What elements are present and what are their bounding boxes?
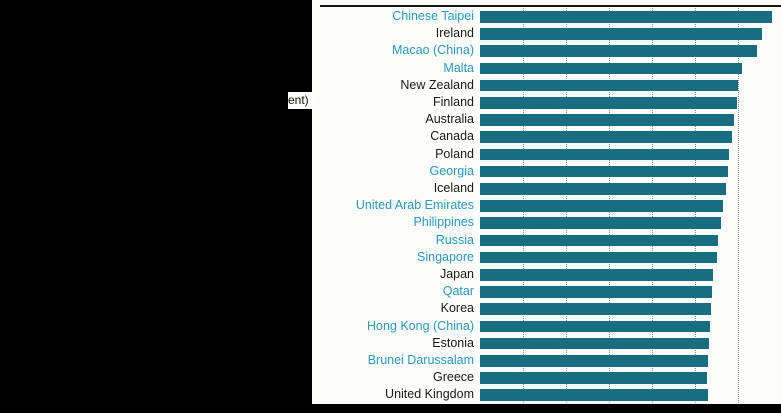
country-label: Brunei Darussalam — [367, 353, 474, 367]
axis-unit-text: ent) — [288, 93, 309, 107]
black-mask-bottom — [0, 404, 781, 413]
bar — [480, 165, 729, 178]
country-label: New Zealand — [400, 77, 474, 92]
bar — [480, 269, 714, 281]
bar — [480, 62, 743, 75]
country-label: United Kingdom — [385, 387, 474, 402]
country-label: Philippines — [413, 215, 474, 230]
country-label: Estonia — [432, 335, 474, 350]
chart-top-border — [320, 5, 781, 7]
country-label: Poland — [435, 146, 474, 161]
chart-row: Greece — [312, 369, 781, 386]
country-label: Qatar — [442, 284, 474, 299]
chart-row: Poland — [312, 146, 781, 163]
country-label: Hong Kong (China) — [366, 318, 474, 333]
bar — [480, 337, 710, 350]
country-label: Malta — [443, 60, 474, 75]
bar-chart: Chinese Taipei Ireland Macao (China) Malta N… — [312, 0, 781, 413]
bar — [480, 11, 773, 23]
bar — [480, 320, 711, 333]
country-label: Japan — [439, 267, 474, 281]
bar — [480, 97, 738, 109]
chart-row: Estonia — [312, 335, 781, 352]
bar — [480, 45, 758, 57]
bar — [480, 389, 708, 401]
chart-row: Hong Kong (China) — [312, 318, 781, 335]
chart-row: Qatar — [312, 283, 781, 300]
chart-row: Japan — [312, 266, 781, 283]
country-label: Georgia — [429, 163, 474, 178]
chart-row: Chinese Taipei — [312, 8, 781, 25]
country-label: United Arab Emirates — [355, 198, 474, 213]
country-label: Macao (China) — [392, 43, 474, 58]
bar — [480, 303, 712, 315]
bar — [480, 355, 709, 367]
bar — [480, 131, 732, 143]
chart-row: Canada — [312, 128, 781, 145]
country-label: Ireland — [435, 26, 474, 41]
bar — [480, 28, 762, 40]
bar — [480, 200, 723, 212]
bar — [480, 79, 738, 92]
country-label: Iceland — [433, 181, 474, 195]
bar — [480, 234, 719, 247]
chart-row: Brunei Darussalam — [312, 352, 781, 369]
bar — [480, 372, 708, 384]
country-label: Canada — [430, 129, 474, 144]
chart-row: New Zealand — [312, 77, 781, 94]
axis-unit-label-fragment: ent) — [288, 92, 316, 109]
country-label: Greece — [433, 370, 474, 385]
chart-row: Ireland — [312, 25, 781, 42]
chart-row: Macao (China) — [312, 42, 781, 59]
bar — [480, 286, 713, 298]
country-label: Russia — [435, 232, 474, 247]
country-label: Singapore — [417, 249, 474, 264]
bar — [480, 148, 730, 161]
chart-row: Malta — [312, 60, 781, 77]
chart-rows: Chinese Taipei Ireland Macao (China) Malta N… — [312, 8, 781, 413]
chart-row: Australia — [312, 111, 781, 128]
chart-row: Singapore — [312, 249, 781, 266]
country-label: Australia — [425, 112, 474, 127]
chart-row: United Kingdom — [312, 386, 781, 403]
chart-row: Russia — [312, 232, 781, 249]
bar — [480, 251, 717, 264]
chart-row: United Arab Emirates — [312, 197, 781, 214]
bar — [480, 114, 734, 126]
chart-row: Iceland — [312, 180, 781, 197]
gridline-60 — [738, 8, 739, 405]
chart-row: Finland — [312, 94, 781, 111]
country-label: Korea — [440, 301, 474, 316]
chart-row: Georgia — [312, 163, 781, 180]
bar — [480, 183, 727, 195]
country-label: Finland — [433, 95, 474, 109]
bar — [480, 217, 721, 229]
country-label: Chinese Taipei — [392, 9, 474, 23]
chart-row: Philippines — [312, 214, 781, 231]
chart-row: Korea — [312, 300, 781, 317]
